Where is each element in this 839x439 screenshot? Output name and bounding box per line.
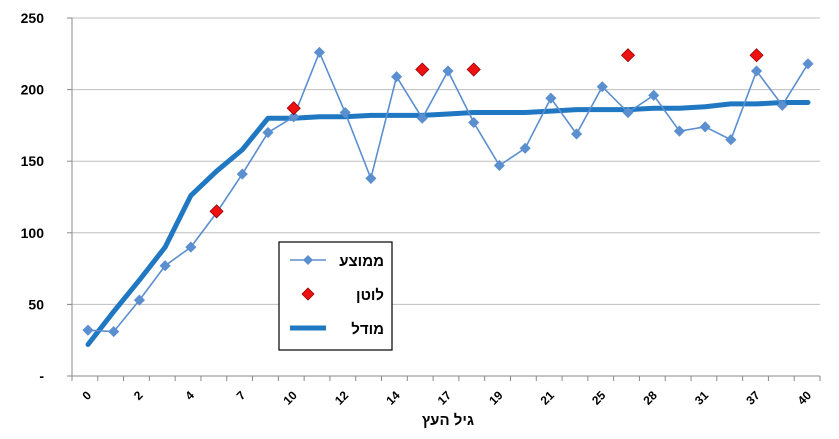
y-tick-label-200: 200: [21, 82, 45, 98]
gridlines: [72, 17, 820, 305]
point-lotan-16: [415, 62, 430, 77]
point-average-11: [313, 46, 325, 58]
legend-label-1: לוטן: [356, 287, 384, 304]
point-average-10: [288, 111, 300, 123]
point-average-2: [133, 294, 145, 306]
x-tick-label-2: 2: [131, 388, 146, 403]
point-average-28: [648, 89, 660, 101]
y-tick-labels: - 50 100 150 200 250: [21, 10, 45, 384]
point-average-18: [468, 116, 480, 129]
x-tick-label-7: 7: [234, 388, 249, 403]
y-tick-label-50: 50: [28, 296, 44, 312]
point-lotan-10: [286, 101, 301, 116]
y-tick-label-150: 150: [21, 153, 45, 169]
point-average-3: [159, 260, 171, 272]
point-average-4: [185, 241, 197, 253]
x-tick-labels: 0 2 4 7 10 12 14 17 19 21 25 28 31 37 40: [79, 388, 814, 408]
legend-marker-average: [303, 255, 313, 265]
x-tick-label-25: 25: [589, 388, 609, 408]
point-lotan-18: [466, 62, 481, 77]
x-tick-label-4: 4: [182, 388, 197, 403]
point-average-16: [416, 112, 428, 124]
point-average-0: [82, 324, 94, 336]
point-average-29: [673, 125, 685, 137]
point-average-38: [776, 99, 788, 111]
point-average-31: [699, 121, 711, 133]
series-layer: [82, 46, 814, 347]
point-average-21: [545, 92, 557, 104]
x-tick-label-12: 12: [332, 388, 352, 408]
point-average-7: [236, 168, 248, 180]
legend-label-0: ממוצע: [339, 253, 384, 270]
point-lotan-37: [749, 48, 764, 63]
axes: [67, 17, 821, 381]
x-tick-label-31: 31: [692, 388, 712, 408]
point-average-33: [725, 134, 737, 146]
y-tick-label-250: 250: [21, 10, 45, 26]
point-average-26: [622, 106, 634, 119]
series-line-model: [85, 99, 811, 347]
point-average-8: [262, 126, 274, 139]
x-tick-label-37: 37: [743, 388, 763, 408]
point-average-17: [442, 65, 454, 77]
x-tick-label-0: 0: [79, 388, 94, 403]
point-average-24: [571, 128, 583, 140]
x-tick-label-17: 17: [435, 388, 455, 408]
point-lotan-26: [620, 48, 636, 63]
point-average-1: [108, 326, 120, 338]
point-average-12: [339, 106, 351, 119]
point-lotan-5: [209, 204, 224, 219]
x-tick-label-19: 19: [486, 388, 506, 408]
x-tick-label-40: 40: [795, 388, 815, 408]
y-tick-label-100: 100: [21, 225, 45, 241]
point-average-37: [751, 65, 763, 77]
point-average-20: [519, 142, 531, 154]
point-average-14: [391, 71, 403, 83]
legend-label-2: מודל: [351, 321, 384, 338]
x-axis-title: גיל העץ: [422, 412, 474, 429]
point-average-40: [802, 58, 814, 70]
legend-marker-lotan: [301, 287, 315, 301]
x-tick-label-10: 10: [280, 388, 300, 408]
y-tick-label-0: -: [39, 368, 44, 384]
x-tick-label-21: 21: [538, 388, 558, 408]
legend: ממוצע לוטן מודל: [278, 241, 393, 351]
point-average-25: [596, 81, 608, 93]
point-average-19: [493, 159, 505, 172]
point-average-13: [365, 172, 377, 184]
x-tick-label-28: 28: [640, 388, 660, 408]
x-tick-label-14: 14: [383, 388, 403, 408]
